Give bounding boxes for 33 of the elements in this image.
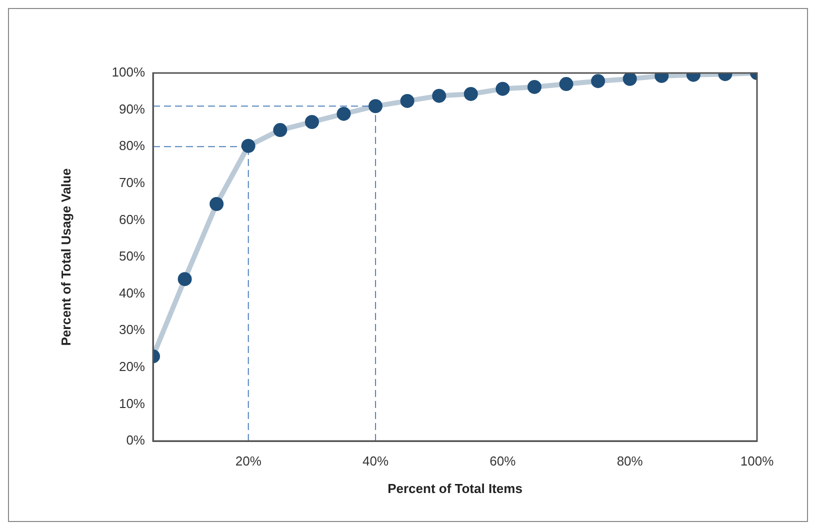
point	[336, 106, 351, 121]
point	[210, 197, 224, 212]
point	[559, 77, 574, 92]
point	[496, 82, 510, 96]
point	[400, 94, 414, 108]
y-tick-label: 70%	[118, 174, 146, 190]
y-tick-label: 30%	[118, 322, 146, 338]
y-tick-label: 80%	[118, 138, 146, 154]
y-tick-label: 0%	[126, 432, 146, 448]
x-tick-label: 100%	[740, 453, 774, 468]
x-tick-label: 80%	[616, 453, 644, 468]
point	[273, 123, 288, 138]
x-tick-label: 40%	[362, 453, 389, 468]
y-axis-title: Percent of Total Usage Value	[58, 168, 74, 346]
x-axis-title: Percent of Total Items	[388, 480, 522, 496]
point	[241, 138, 256, 153]
y-tick-label: 20%	[118, 358, 146, 374]
y-tick-label: 100%	[112, 64, 146, 80]
y-tick-label: 90%	[118, 101, 146, 116]
point	[368, 99, 383, 114]
point	[622, 73, 637, 86]
x-tick-label: 20%	[235, 453, 262, 468]
y-tick-label: 10%	[118, 396, 146, 411]
point	[527, 80, 542, 94]
point	[432, 88, 446, 103]
y-tick-label: 50%	[118, 248, 146, 264]
point	[464, 86, 478, 101]
y-tick-label: 40%	[118, 285, 146, 300]
point	[591, 74, 606, 88]
y-tick-label: 60%	[118, 212, 146, 227]
x-tick-label: 60%	[490, 453, 516, 468]
point	[304, 114, 319, 129]
point	[178, 272, 192, 286]
